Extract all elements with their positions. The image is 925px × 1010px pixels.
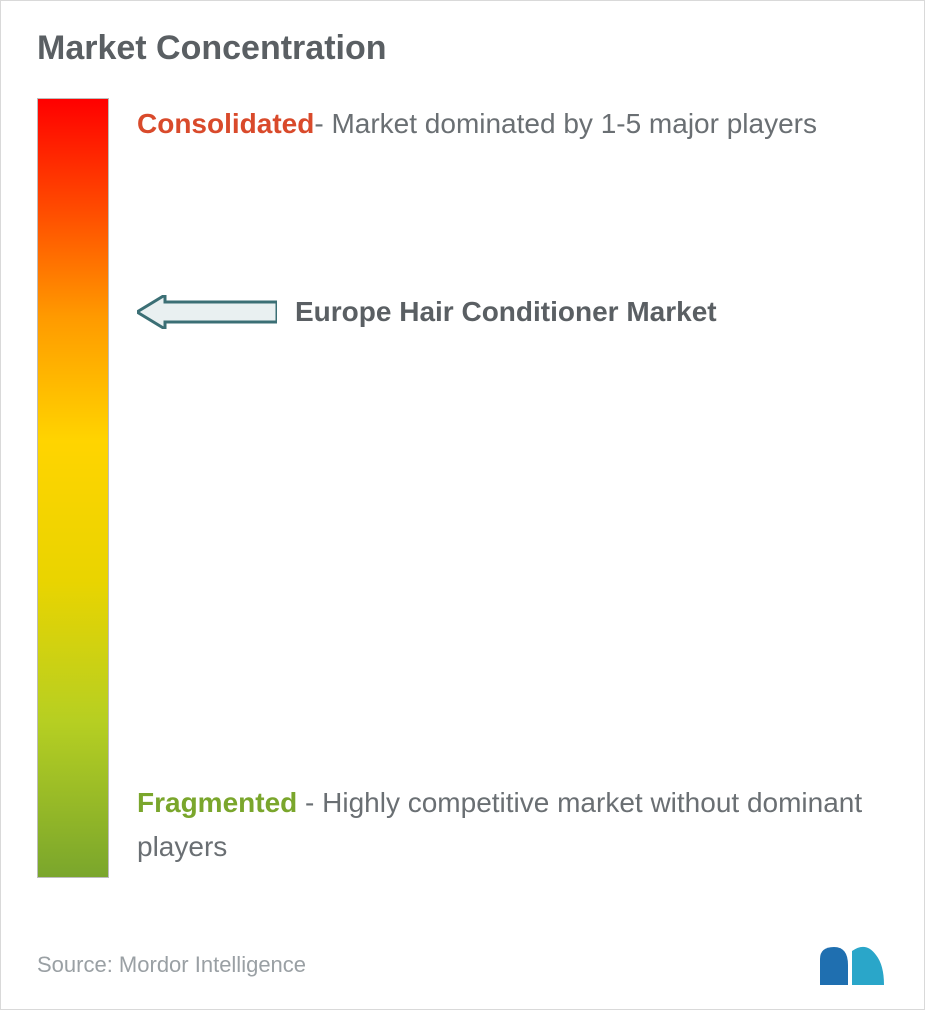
market-concentration-card: Market Concentration Consolidated- Marke… (0, 0, 925, 1010)
consolidated-label: Consolidated (137, 108, 314, 139)
market-marker: Europe Hair Conditioner Market (137, 295, 717, 329)
descriptions-column: Consolidated- Market dominated by 1-5 ma… (137, 94, 888, 874)
card-body: Consolidated- Market dominated by 1-5 ma… (37, 94, 888, 914)
fragmented-description: Fragmented - Highly competitive market w… (137, 781, 868, 868)
fragmented-label: Fragmented (137, 787, 297, 818)
consolidated-rest: - Market dominated by 1-5 major players (314, 108, 817, 139)
marker-arrow-icon (137, 295, 277, 329)
consolidated-description: Consolidated- Market dominated by 1-5 ma… (137, 102, 868, 145)
market-marker-label: Europe Hair Conditioner Market (295, 296, 717, 328)
concentration-gradient-bar (37, 98, 109, 878)
card-footer: Source: Mordor Intelligence (37, 943, 888, 987)
card-title: Market Concentration (37, 29, 888, 68)
mordor-logo-icon (818, 943, 888, 987)
source-attribution: Source: Mordor Intelligence (37, 952, 306, 978)
